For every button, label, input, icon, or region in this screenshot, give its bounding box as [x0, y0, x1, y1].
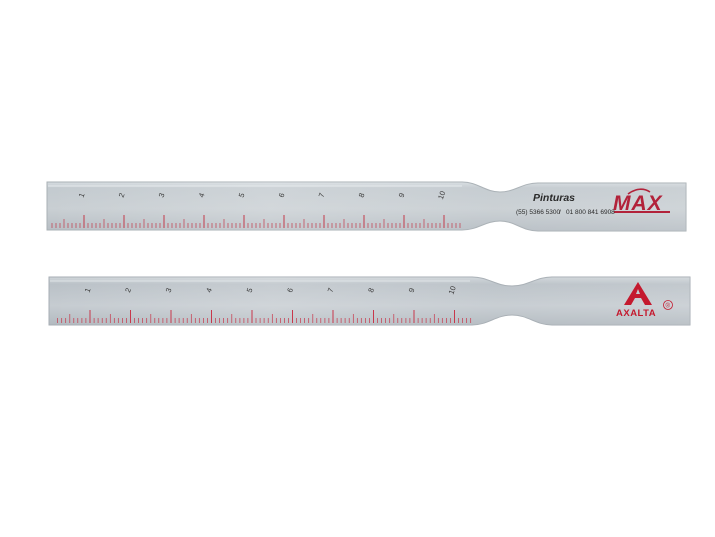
ruler-number: 1: [77, 192, 87, 199]
ruler-bottom: 1 2 3 4 5 6 7 8 9 10 AXALTA ®: [48, 276, 691, 326]
ruler-number: 5: [245, 287, 255, 294]
max-brand: Pinturas MAX (55) 5366 5300 / 01 800 841…: [516, 188, 670, 216]
registered-mark: ®: [666, 303, 671, 310]
max-logo-wing-icon: [627, 188, 651, 195]
axalta-brand: AXALTA ®: [616, 282, 673, 319]
ruler-top-numbers: 1 2 3 4 5 6 7 8 9 10: [77, 190, 448, 201]
ruler-bottom-sheen: [49, 277, 690, 325]
phone-separator: /: [559, 209, 561, 216]
max-logo: MAX: [613, 188, 670, 215]
ruler-number: 10: [436, 190, 447, 201]
ruler-number: 7: [326, 287, 336, 294]
ruler-number: 6: [285, 287, 295, 294]
ruler-number: 8: [366, 287, 376, 294]
ruler-bottom-numbers: 1 2 3 4 5 6 7 8 9 10: [83, 285, 458, 296]
ruler-top: 1 2 3 4 5 6 7 8 9 10 Pinturas MAX (55) 5366 5300 …: [46, 181, 687, 232]
ruler-number: 2: [117, 192, 127, 199]
ruler-number: 10: [446, 285, 457, 296]
ruler-number: 9: [397, 192, 407, 199]
ruler-number: 5: [237, 192, 247, 199]
ruler-number: 4: [197, 192, 207, 199]
registered-circle-icon: [663, 300, 673, 310]
ruler-top-sheen: [47, 182, 686, 231]
axalta-a-icon: [624, 282, 652, 305]
ruler-top-ticks: [51, 215, 461, 228]
ruler-number: 3: [157, 192, 167, 199]
ruler-number: 2: [123, 287, 133, 294]
ruler-number: 3: [164, 287, 174, 294]
ruler-number: 4: [204, 287, 214, 294]
axalta-logo-text: AXALTA: [616, 308, 656, 319]
pinturas-label: Pinturas: [533, 192, 575, 204]
max-logo-text: MAX: [613, 192, 664, 215]
ruler-number: 6: [277, 192, 287, 199]
ruler-number: 1: [83, 287, 93, 294]
ruler-bottom-ticks: [57, 310, 472, 323]
phone-number-2: 01 800 841 6908: [566, 209, 615, 216]
ruler-number: 9: [407, 287, 417, 294]
ruler-number: 8: [357, 192, 367, 199]
phone-number-1: (55) 5366 5300: [516, 209, 560, 216]
ruler-number: 7: [317, 192, 327, 199]
